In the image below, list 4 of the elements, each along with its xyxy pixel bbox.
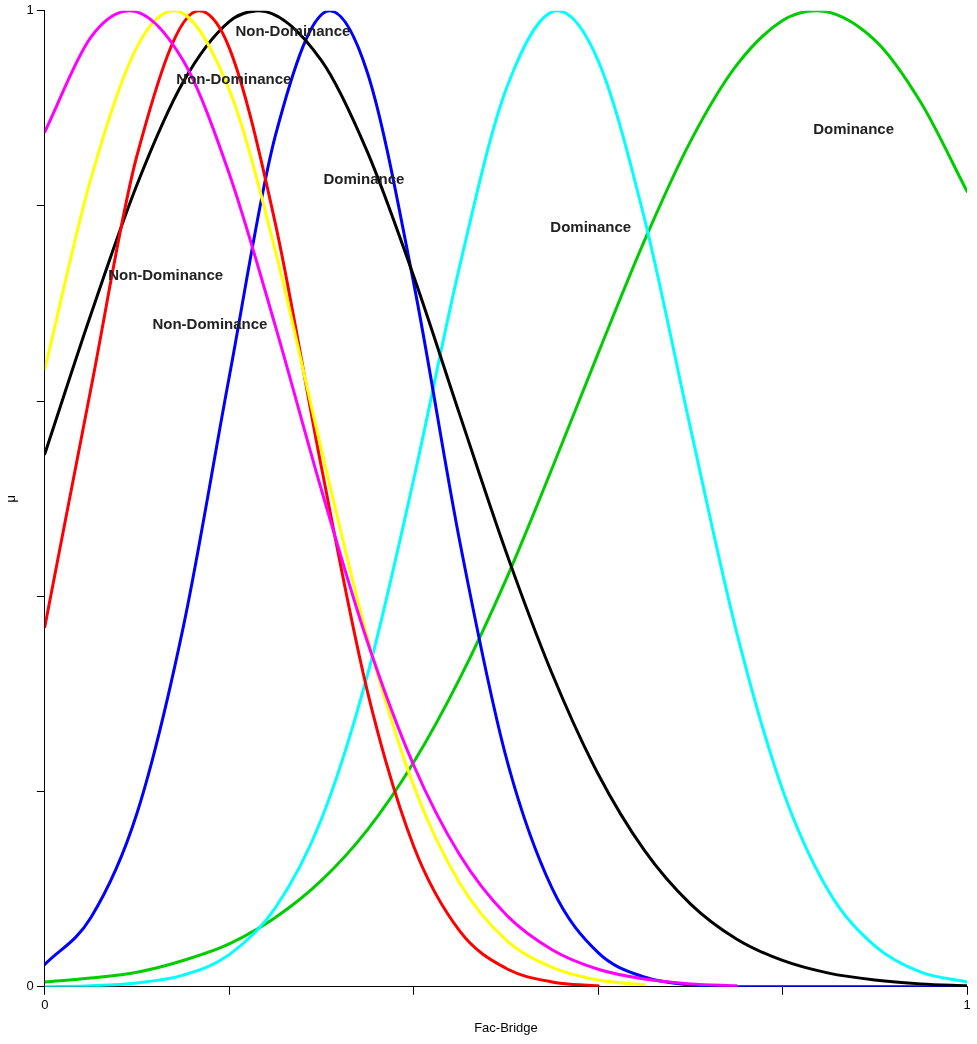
y-axis-title: μ [3,495,19,503]
x-axis-title: Fac-Bridge [474,1019,538,1035]
annotation: Dominance [813,120,894,138]
annotation: Dominance [550,217,632,235]
